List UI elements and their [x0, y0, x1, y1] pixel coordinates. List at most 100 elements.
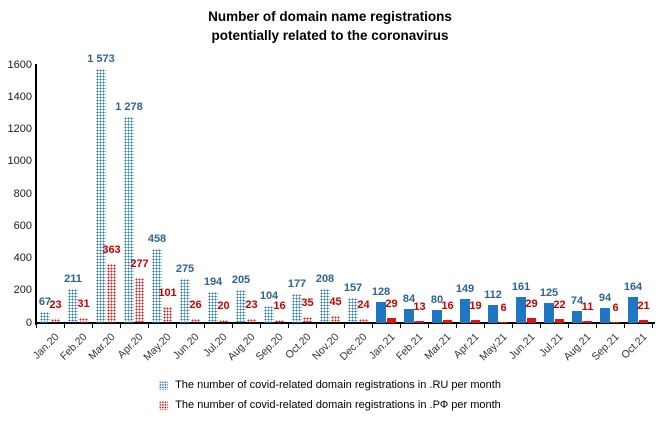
bar-value-label-rf: 16: [441, 300, 454, 313]
bar-rf: [275, 320, 284, 323]
bar-value-label-ru: 157: [343, 281, 363, 294]
bar-rf: [303, 317, 312, 323]
legend-swatch-rf-icon: [159, 400, 169, 410]
bar-rf: [163, 306, 172, 323]
bar-value-label-rf: 21: [637, 299, 650, 312]
bar-value-label-ru: 149: [455, 282, 475, 295]
x-axis-tick: [64, 324, 65, 328]
bar-ru: [488, 304, 498, 323]
bar-ru: [376, 302, 386, 323]
x-axis-tick: [260, 324, 261, 328]
bar-value-label-ru: 161: [511, 281, 531, 294]
bar-value-label-rf: 363: [102, 244, 121, 257]
bar-rf: [247, 319, 256, 323]
legend-item-rf: The number of covid-related domain regis…: [159, 399, 501, 411]
bar-value-label-ru: 205: [231, 273, 251, 286]
y-axis-label: 1200: [7, 123, 32, 135]
legend-label-ru: The number of covid-related domain regis…: [175, 379, 501, 391]
bar-value-label-rf: 35: [301, 297, 314, 310]
x-axis-tick: [176, 324, 177, 328]
bar-value-label-ru: 177: [287, 278, 307, 291]
bar-value-label-ru: 67: [38, 296, 52, 309]
bar-value-label-ru: 80: [430, 294, 444, 307]
bar-ru: [628, 296, 638, 323]
bar-value-label-rf: 16: [273, 300, 286, 313]
bar-ru: [320, 289, 330, 323]
bar-value-label-ru: 94: [598, 291, 612, 304]
bar-value-label-rf: 45: [329, 295, 342, 308]
legend-item-ru: The number of covid-related domain regis…: [159, 379, 501, 391]
bar-value-label-ru: 74: [570, 295, 584, 308]
bar-rf: [639, 319, 648, 323]
x-axis-tick: [92, 324, 93, 328]
bar-value-label-rf: 6: [612, 302, 619, 314]
bar-rf: [499, 322, 508, 323]
x-axis-tick: [232, 324, 233, 328]
bar-value-label-ru: 84: [402, 293, 416, 306]
bar-rf: [611, 322, 620, 323]
y-axis-line: [35, 64, 37, 325]
bar-value-label-rf: 29: [385, 298, 398, 311]
bar-value-label-ru: 125: [539, 286, 559, 299]
bar-ru: [40, 312, 50, 323]
bar-ru: [68, 288, 78, 323]
x-axis-tick: [512, 324, 513, 328]
bar-value-label-ru: 164: [623, 280, 643, 293]
bar-rf: [359, 319, 368, 323]
bar-value-label-rf: 277: [130, 258, 149, 271]
bar-ru: [460, 298, 470, 323]
bar-rf: [51, 319, 60, 323]
y-axis-label: 400: [13, 252, 32, 264]
y-axis-label: 1400: [7, 90, 32, 103]
bar-value-label-rf: 19: [469, 299, 482, 312]
x-axis-tick: [316, 324, 317, 328]
bar-ru: [208, 291, 218, 323]
y-axis-label: 800: [13, 187, 32, 200]
bar-ru: [124, 116, 134, 323]
bar-rf: [79, 318, 88, 323]
bar-value-label-rf: 31: [77, 298, 90, 310]
x-axis-tick: [288, 324, 289, 328]
bar-ru: [544, 302, 554, 323]
bar-value-label-rf: 24: [357, 299, 370, 312]
bar-ru: [348, 297, 358, 323]
bar-ru: [572, 311, 582, 323]
bar-rf: [191, 318, 200, 323]
bar-ru: [432, 310, 442, 323]
bar-value-label-ru: 112: [484, 288, 502, 301]
bar-value-label-rf: 20: [217, 299, 230, 312]
x-axis-tick: [372, 324, 373, 328]
bar-value-label-ru: 1 573: [87, 53, 115, 66]
y-axis-label: 200: [13, 284, 32, 297]
bar-value-label-ru: 1 278: [115, 100, 143, 113]
bar-ru: [264, 306, 274, 323]
bar-rf: [471, 319, 480, 323]
x-axis-tick: [36, 324, 37, 328]
bar-value-label-rf: 29: [525, 298, 538, 311]
bar-value-label-ru: 128: [371, 286, 391, 299]
x-axis-tick: [428, 324, 429, 328]
bar-value-label-rf: 22: [553, 299, 566, 312]
bar-rf: [583, 321, 592, 323]
chart-title-line2: potentially related to the coronavirus: [211, 28, 449, 43]
x-axis-tick: [568, 324, 569, 328]
x-axis-tick: [456, 324, 457, 328]
x-axis-tick: [344, 324, 345, 328]
bar-ru: [96, 69, 106, 323]
x-axis-tick: [120, 324, 121, 328]
bar-value-label-ru: 458: [147, 233, 167, 246]
bar-ru: [236, 289, 246, 323]
x-axis-tick: [484, 324, 485, 328]
bar-ru: [600, 307, 610, 323]
y-axis-label: 1600: [7, 58, 32, 71]
chart-title-line1: Number of domain name registrations: [208, 9, 452, 24]
y-axis-label: 0: [25, 316, 32, 329]
legend-label-rf: The number of covid-related domain regis…: [175, 399, 501, 411]
bar-ru: [404, 309, 414, 323]
bar-rf: [107, 264, 116, 323]
bar-ru: [516, 297, 526, 323]
bar-rf: [555, 319, 564, 323]
x-axis-tick: [596, 324, 597, 328]
x-axis-tick: [400, 324, 401, 328]
